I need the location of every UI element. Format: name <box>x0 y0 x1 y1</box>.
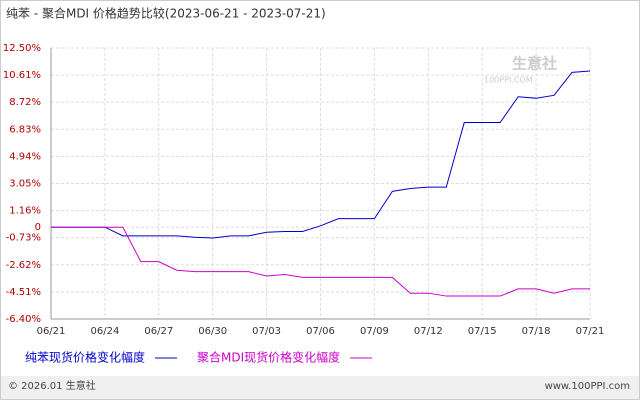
x-tick-label: 07/06 <box>306 326 335 337</box>
footer-right: www.100PPI.com <box>545 381 630 392</box>
watermark: 生意社 <box>512 55 557 73</box>
y-tick-label: 3.05% <box>9 179 41 190</box>
footer-bar <box>1 376 639 399</box>
y-tick-label: 10.61% <box>3 70 41 81</box>
y-tick-label: -6.40% <box>6 314 41 325</box>
series-line <box>51 226 590 297</box>
series-line <box>51 70 591 239</box>
y-tick-label: -2.62% <box>6 260 41 271</box>
x-tick-label: 06/30 <box>198 326 227 337</box>
watermark-sub: 100PPI.COM <box>484 76 533 85</box>
x-tick-label: 07/15 <box>468 326 497 337</box>
y-tick-label: -4.51% <box>6 287 41 298</box>
x-tick-label: 06/27 <box>144 326 173 337</box>
y-tick-label: 8.72% <box>9 97 41 108</box>
legend-label: 聚合MDI现货价格变化幅度 <box>197 350 340 365</box>
x-tick-label: 07/03 <box>252 326 281 337</box>
chart-title: 纯苯 - 聚合MDI 价格趋势比较(2023-06-21 - 2023-07-2… <box>6 6 326 21</box>
y-tick-label: 4.94% <box>9 151 41 162</box>
x-tick-label: 07/21 <box>576 326 605 337</box>
legend-label: 纯苯现货价格变化幅度 <box>25 350 145 365</box>
x-tick-label: 07/12 <box>414 326 443 337</box>
x-tick-label: 07/18 <box>522 326 551 337</box>
y-tick-label: 0 <box>35 222 41 233</box>
x-tick-label: 06/21 <box>37 326 66 337</box>
x-tick-label: 06/24 <box>90 326 119 337</box>
y-tick-label: -0.73% <box>6 233 41 244</box>
y-tick-label: 12.50% <box>3 43 41 54</box>
y-tick-label: 6.83% <box>9 124 41 135</box>
x-tick-label: 07/09 <box>360 326 389 337</box>
y-tick-label: 1.16% <box>9 206 41 217</box>
footer-left: © 2026.01 生意社 <box>8 379 96 392</box>
